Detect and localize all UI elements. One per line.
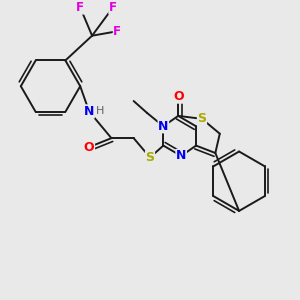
Text: O: O [84, 141, 94, 154]
Text: S: S [146, 151, 154, 164]
Text: H: H [96, 106, 105, 116]
Text: F: F [76, 1, 84, 14]
Text: F: F [113, 25, 121, 38]
Text: N: N [158, 120, 169, 133]
Text: S: S [197, 112, 206, 125]
Text: N: N [84, 105, 94, 118]
Text: F: F [109, 1, 117, 14]
Text: O: O [173, 90, 184, 103]
Text: N: N [176, 149, 186, 163]
